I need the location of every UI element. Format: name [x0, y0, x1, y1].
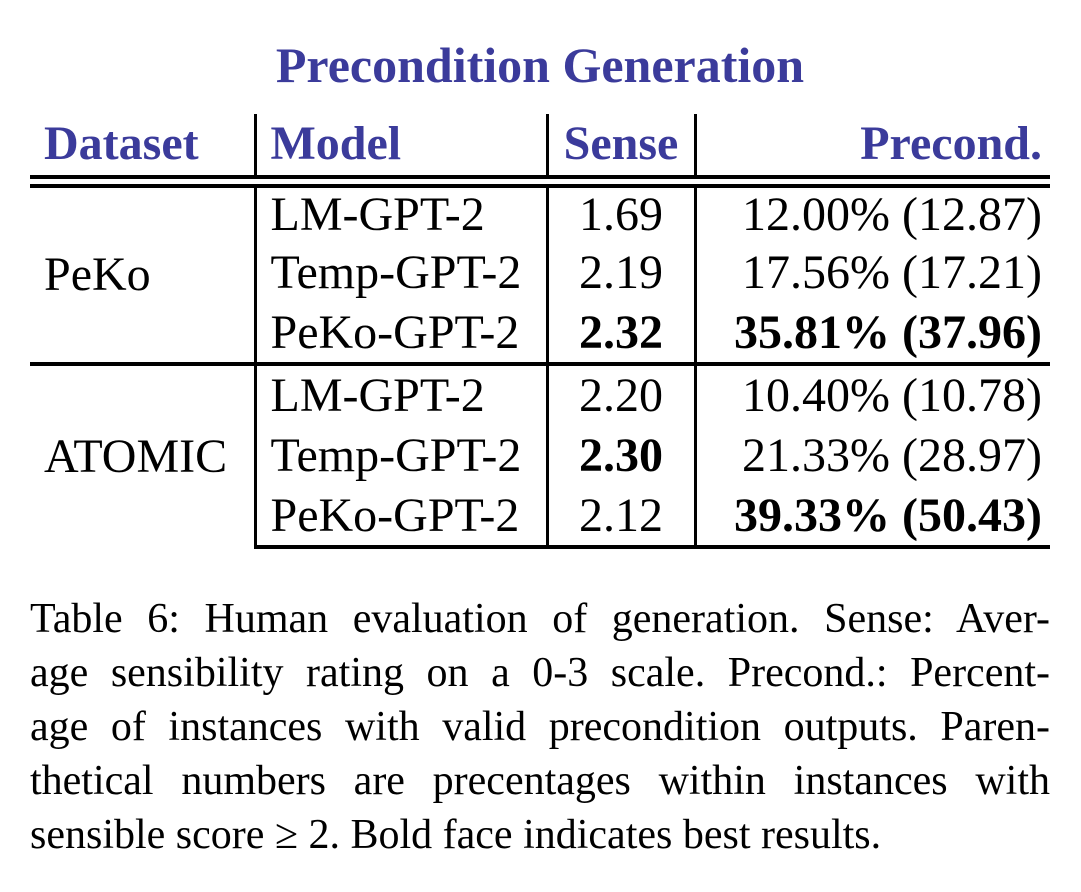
table-title: Precondition Generation	[275, 37, 805, 93]
table-row: PeKo-GPT-2 2.32 35.81% (37.96)	[30, 303, 1050, 366]
caption-line: sensible score ≥ 2. Bold face indicates …	[30, 812, 882, 858]
caption-line: thetical numbers are precentages within …	[30, 758, 1050, 804]
caption-line: age of instances with valid precondition…	[30, 704, 1050, 750]
table-row: Temp-GPT-2 2.19 17.56% (17.21)	[30, 242, 1050, 303]
table-row: Temp-GPT-2 2.30 21.33% (28.97)	[30, 425, 1050, 486]
caption-line: age sensibility rating on a 0-3 scale. P…	[30, 650, 1050, 696]
column-header-model: Model	[255, 114, 549, 188]
column-header-dataset: Dataset	[30, 114, 257, 188]
table-row: PeKo-GPT-2 2.12 39.33% (50.43)	[30, 486, 1050, 549]
table-row: PeKo LM-GPT-2 1.69 12.00% (12.87)	[30, 181, 1050, 366]
table-row: ATOMIC LM-GPT-2 2.20 10.40% (10.78)	[30, 364, 1050, 547]
column-header-sense: Sense	[547, 114, 697, 188]
cell-precond: 35.81% (37.96)	[695, 303, 1050, 366]
header-row: Dataset Model Sense Precond.	[30, 114, 1050, 188]
cell-precond: 10.40% (10.78)	[742, 368, 1042, 422]
cell-sense: 2.12	[547, 486, 697, 549]
column-header-precond: Precond.	[695, 114, 1050, 188]
cell-dataset-peko: PeKo	[30, 181, 257, 366]
cell-model: PeKo-GPT-2	[255, 486, 549, 549]
cell-precond: 39.33% (50.43)	[695, 486, 1050, 549]
cell-sense: 2.30	[547, 425, 697, 486]
cell-sense: 2.32	[547, 303, 697, 366]
cell-precond: 21.33% (28.97)	[742, 428, 1042, 482]
cell-sense: 1.69	[547, 181, 697, 242]
caption-line: Table 6: Human evaluation of generation.…	[30, 596, 1050, 642]
cell-model: LM-GPT-2	[255, 181, 549, 242]
cell-model: PeKo-GPT-2	[255, 303, 549, 366]
cell-model: Temp-GPT-2	[255, 425, 549, 486]
cell-precond: 17.56% (17.21)	[742, 245, 1042, 299]
table-caption: Table 6: Human evaluation of generation.…	[30, 592, 1050, 862]
cell-precond: 12.00% (12.87)	[742, 187, 1042, 241]
results-table: Dataset Model Sense Precond. PeKo LM-GPT…	[30, 114, 1050, 549]
cell-dataset-atomic: ATOMIC	[30, 364, 257, 547]
cell-sense: 2.20	[547, 364, 697, 425]
cell-model: LM-GPT-2	[255, 364, 549, 425]
cell-model: Temp-GPT-2	[255, 242, 549, 303]
cell-sense: 2.19	[547, 242, 697, 303]
